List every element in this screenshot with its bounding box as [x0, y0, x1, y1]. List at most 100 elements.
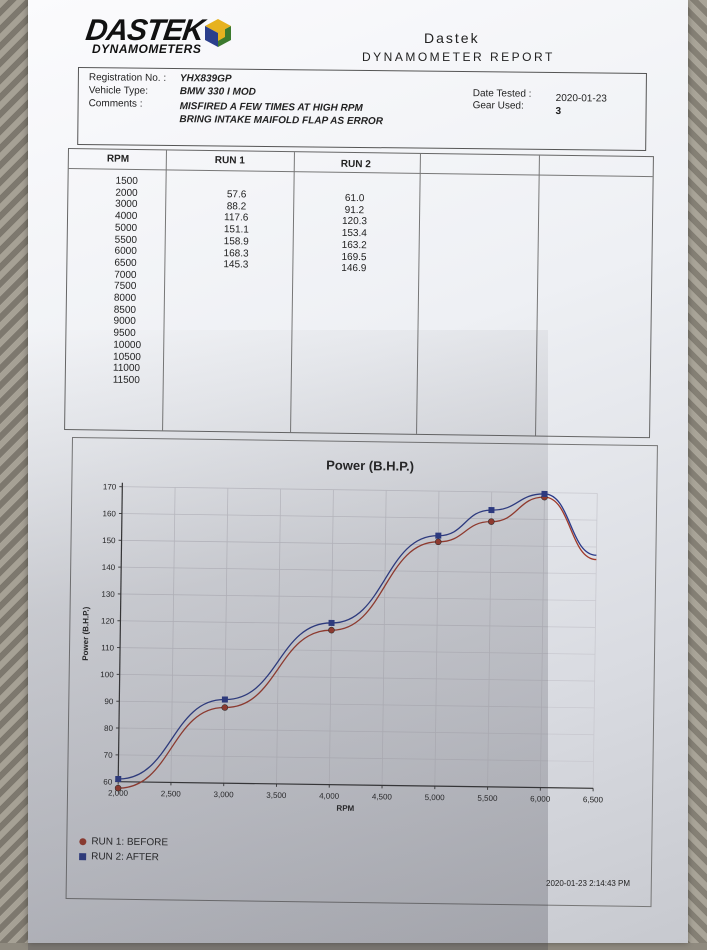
x-axis-label: RPM — [336, 804, 354, 813]
legend-run1-label: RUN 1: BEFORE — [91, 836, 168, 848]
grid-line — [382, 490, 386, 785]
table-cell: 153.4 — [342, 228, 364, 240]
y-tick-label: 140 — [102, 563, 116, 572]
date-value: 2020-01-23 — [556, 93, 607, 105]
footer-timestamp: 2020-01-23 2:14:43 PM — [546, 879, 630, 888]
vehicle-label: Vehicle Type: — [89, 85, 148, 97]
gear-label: Gear Used: — [473, 100, 524, 112]
registration-label: Registration No. : — [89, 72, 166, 84]
grid-line — [120, 648, 595, 655]
table-cell: 9000 — [113, 316, 141, 328]
logo-sub-text: DYNAMOMETERS — [92, 42, 201, 56]
y-tick-label: 110 — [101, 643, 114, 652]
table-cell: 169.5 — [341, 251, 363, 263]
legend-square-icon — [79, 853, 86, 860]
grid-line — [121, 594, 596, 601]
y-tick-label: 160 — [103, 509, 117, 518]
x-tick-label: 5,000 — [425, 793, 446, 802]
x-tick-label: 2,500 — [161, 789, 182, 798]
data-point-run2 — [488, 507, 494, 513]
table-cell: 6000 — [114, 246, 142, 258]
table-cell: 3000 — [115, 199, 143, 211]
table-cell: 9500 — [113, 328, 141, 340]
y-axis — [118, 483, 122, 782]
y-tick-label: 130 — [101, 590, 115, 599]
registration-value: YHX839GP — [180, 73, 232, 85]
table-cell: 145.3 — [223, 259, 245, 271]
table-col-divider — [535, 156, 540, 436]
series-line-2 — [118, 488, 597, 786]
grid-line — [122, 540, 597, 547]
x-tick-label: 4,000 — [319, 791, 340, 800]
legend-run2: RUN 2: AFTER — [79, 851, 159, 863]
table-header-rpm: RPM — [107, 154, 129, 165]
grid-line — [488, 492, 492, 787]
dastek-logo: DASTEK DYNAMOMETERS — [86, 14, 256, 64]
table-cell: 163.2 — [342, 240, 364, 252]
grid-line — [593, 493, 597, 788]
y-tick-label: 80 — [104, 724, 114, 733]
table-cell: 8000 — [114, 293, 142, 305]
table-cell: 151.1 — [224, 224, 246, 236]
y-tick-label: 70 — [104, 751, 114, 760]
table-col-divider — [162, 150, 167, 430]
x-tick-label: 3,000 — [213, 790, 234, 799]
grid-line — [120, 674, 595, 681]
legend-circle-icon — [79, 838, 86, 845]
grid-line — [121, 567, 596, 574]
data-point-run1 — [328, 627, 334, 633]
grid-line — [122, 514, 597, 521]
table-cell: 4000 — [115, 211, 143, 223]
y-tick-label: 60 — [103, 777, 113, 786]
grid-line — [119, 755, 594, 762]
x-tick-label: 3,500 — [266, 791, 287, 800]
y-tick-label: 170 — [103, 482, 117, 491]
legend-run1: RUN 1: BEFORE — [79, 836, 168, 848]
data-point-run2 — [435, 533, 441, 539]
date-label: Date Tested : — [473, 88, 532, 100]
report-paper: DASTEK DYNAMOMETERS Dastek DYNAMOMETER R… — [28, 0, 688, 943]
table-cell: 5500 — [115, 234, 143, 246]
power-chart: Power (B.H.P.)60708090100110120130140150… — [67, 438, 657, 906]
table-cell: 5000 — [115, 222, 143, 234]
data-point-run2 — [115, 776, 121, 782]
table-cell: 7000 — [114, 269, 142, 281]
report-brand: Dastek — [424, 30, 480, 46]
data-point-run2 — [222, 696, 228, 702]
table-cell: 1500 — [115, 176, 143, 188]
data-point-run1 — [435, 539, 441, 545]
x-tick-label: 6,500 — [583, 795, 604, 804]
table-cell: 6500 — [114, 258, 142, 270]
report-title: DYNAMOMETER REPORT — [362, 50, 555, 64]
table-cell: 158.9 — [224, 236, 246, 248]
y-axis-label: Power (B.H.P.) — [81, 606, 91, 661]
table-cell: 168.3 — [223, 248, 245, 260]
grid-line — [329, 490, 333, 785]
table-cell: 88.2 — [224, 201, 246, 213]
legend-run2-label: RUN 2: AFTER — [91, 851, 159, 863]
series-line-1 — [118, 491, 597, 794]
y-tick-label: 90 — [104, 697, 114, 706]
grid-line — [122, 487, 597, 494]
table-col-divider — [290, 152, 295, 432]
table-cell: 11500 — [113, 375, 141, 387]
comments-line1: MISFIRED A FEW TIMES AT HIGH RPM — [180, 101, 363, 114]
table-cell: 8500 — [114, 304, 142, 316]
gear-value: 3 — [556, 106, 562, 117]
vehicle-value: BMW 330 I MOD — [180, 86, 256, 98]
chart-title: Power (B.H.P.) — [326, 458, 414, 474]
table-header-run2: RUN 2 — [341, 159, 371, 170]
table-cell: 10500 — [113, 351, 141, 363]
table-cell: 61.0 — [342, 193, 364, 205]
x-tick-label: 4,500 — [372, 792, 393, 801]
vehicle-info-box: Registration No. : YHX839GP Vehicle Type… — [77, 67, 647, 151]
y-tick-label: 120 — [101, 617, 115, 626]
data-point-run1 — [222, 704, 228, 710]
data-point-run2 — [541, 491, 547, 497]
table-cell: 146.9 — [341, 263, 363, 275]
table-cell: 7500 — [114, 281, 142, 293]
y-tick-label: 100 — [100, 670, 114, 679]
